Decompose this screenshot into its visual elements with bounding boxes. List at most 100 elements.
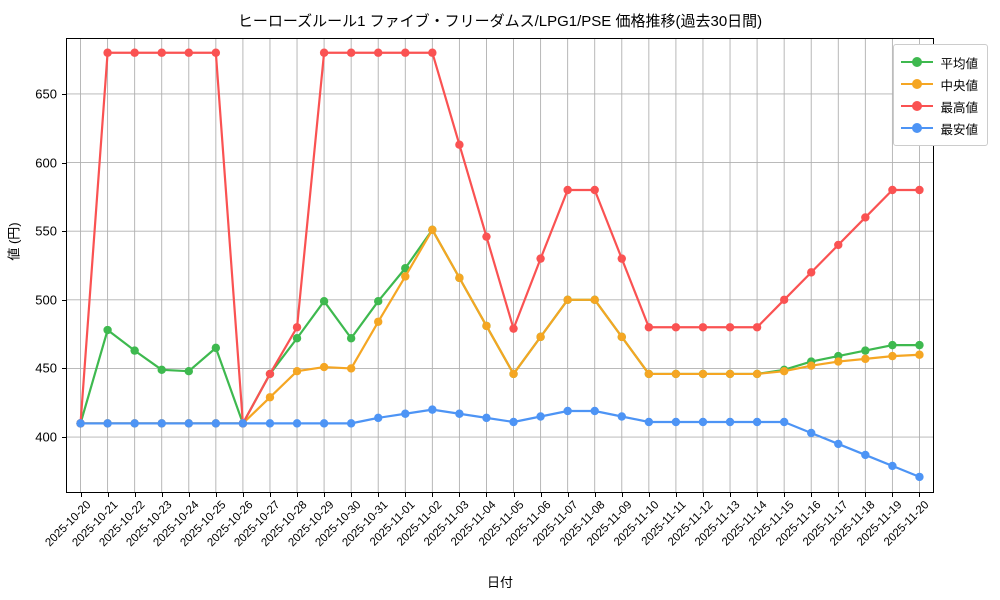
data-point [265, 393, 275, 402]
data-point [752, 417, 762, 427]
data-point [861, 354, 870, 364]
data-point [265, 419, 275, 428]
data-point [617, 332, 626, 342]
data-point [915, 185, 924, 195]
legend-item-4[interactable]: 最安値 [901, 117, 978, 139]
x-tick-mark [161, 493, 163, 497]
data-point [130, 419, 139, 428]
x-tick-mark [919, 493, 921, 497]
data-point [319, 419, 329, 428]
x-tick-mark [784, 493, 786, 497]
data-point [103, 48, 112, 57]
data-point [76, 419, 85, 428]
legend-item-2[interactable]: 中央値 [901, 73, 978, 95]
data-point [401, 409, 410, 418]
series-1 [76, 225, 924, 428]
y-tick-mark [62, 368, 66, 370]
data-point [184, 419, 193, 428]
series-line [79, 51, 921, 425]
x-tick-mark [757, 493, 759, 497]
data-point [319, 362, 329, 372]
chart-legend: 平均値中央値最高値最安値 [893, 44, 988, 146]
data-point [401, 264, 410, 273]
data-point [834, 240, 843, 250]
data-point [265, 369, 275, 379]
data-point [834, 439, 843, 449]
data-point [807, 268, 816, 277]
data-point [130, 346, 139, 355]
data-point [725, 323, 735, 332]
x-tick-mark [702, 493, 704, 497]
y-tick-label: 400 [35, 429, 57, 445]
x-tick-mark [513, 493, 515, 497]
x-tick-mark [838, 493, 840, 497]
x-tick-mark [134, 493, 136, 497]
data-point [644, 369, 654, 379]
data-point [834, 357, 843, 366]
legend-item-3[interactable]: 最高値 [901, 95, 978, 117]
x-tick-mark [80, 493, 82, 497]
x-tick-mark [459, 493, 461, 497]
data-point [671, 369, 681, 379]
data-point [671, 417, 681, 427]
y-tick-mark [62, 437, 66, 439]
data-point [292, 323, 302, 332]
data-point [915, 340, 924, 350]
x-tick-mark [675, 493, 677, 497]
plot-svg [67, 39, 933, 492]
data-point [482, 413, 491, 423]
data-point [346, 419, 356, 428]
legend-marker-icon [901, 55, 934, 69]
legend-item-1[interactable]: 平均値 [901, 51, 978, 73]
y-tick-mark [62, 299, 66, 301]
data-point [671, 323, 681, 332]
legend-label: 平均値 [940, 56, 978, 71]
data-point [752, 369, 762, 379]
x-tick-mark [242, 493, 244, 497]
data-point [779, 367, 789, 376]
series-2 [76, 225, 924, 428]
x-tick-mark [540, 493, 542, 497]
data-point [563, 406, 572, 416]
y-tick-label: 500 [35, 292, 57, 308]
data-point [455, 409, 464, 418]
legend-label: 最高値 [940, 100, 978, 115]
data-point [915, 350, 924, 359]
data-point [779, 295, 789, 305]
data-point [563, 185, 572, 195]
data-point [346, 48, 356, 57]
x-tick-mark [621, 493, 623, 497]
x-tick-mark [269, 493, 271, 497]
data-point [482, 321, 491, 331]
data-point [644, 417, 654, 427]
data-point [103, 325, 112, 335]
data-point [157, 48, 166, 57]
x-tick-mark [351, 493, 353, 497]
data-point [752, 323, 762, 332]
data-point [482, 232, 491, 241]
data-point [617, 412, 626, 421]
data-point [509, 369, 518, 379]
data-point [130, 48, 139, 57]
data-point [888, 185, 897, 195]
data-point [915, 472, 924, 482]
x-tick-mark [378, 493, 380, 497]
data-point [346, 334, 356, 343]
data-point [807, 361, 816, 370]
data-point [374, 317, 383, 326]
x-tick-mark [405, 493, 407, 497]
x-tick-mark [730, 493, 732, 497]
data-point [509, 324, 518, 333]
data-point [211, 48, 221, 57]
data-point [725, 417, 735, 427]
x-tick-mark [811, 493, 813, 497]
data-point [211, 343, 221, 353]
x-tick-mark [215, 493, 217, 497]
data-point [184, 367, 193, 376]
data-point [536, 332, 545, 342]
x-tick-mark [297, 493, 299, 497]
y-axis-tick-labels: 400 450 500 550 600 650 [0, 38, 57, 493]
data-point [861, 450, 870, 460]
data-point [184, 48, 193, 57]
